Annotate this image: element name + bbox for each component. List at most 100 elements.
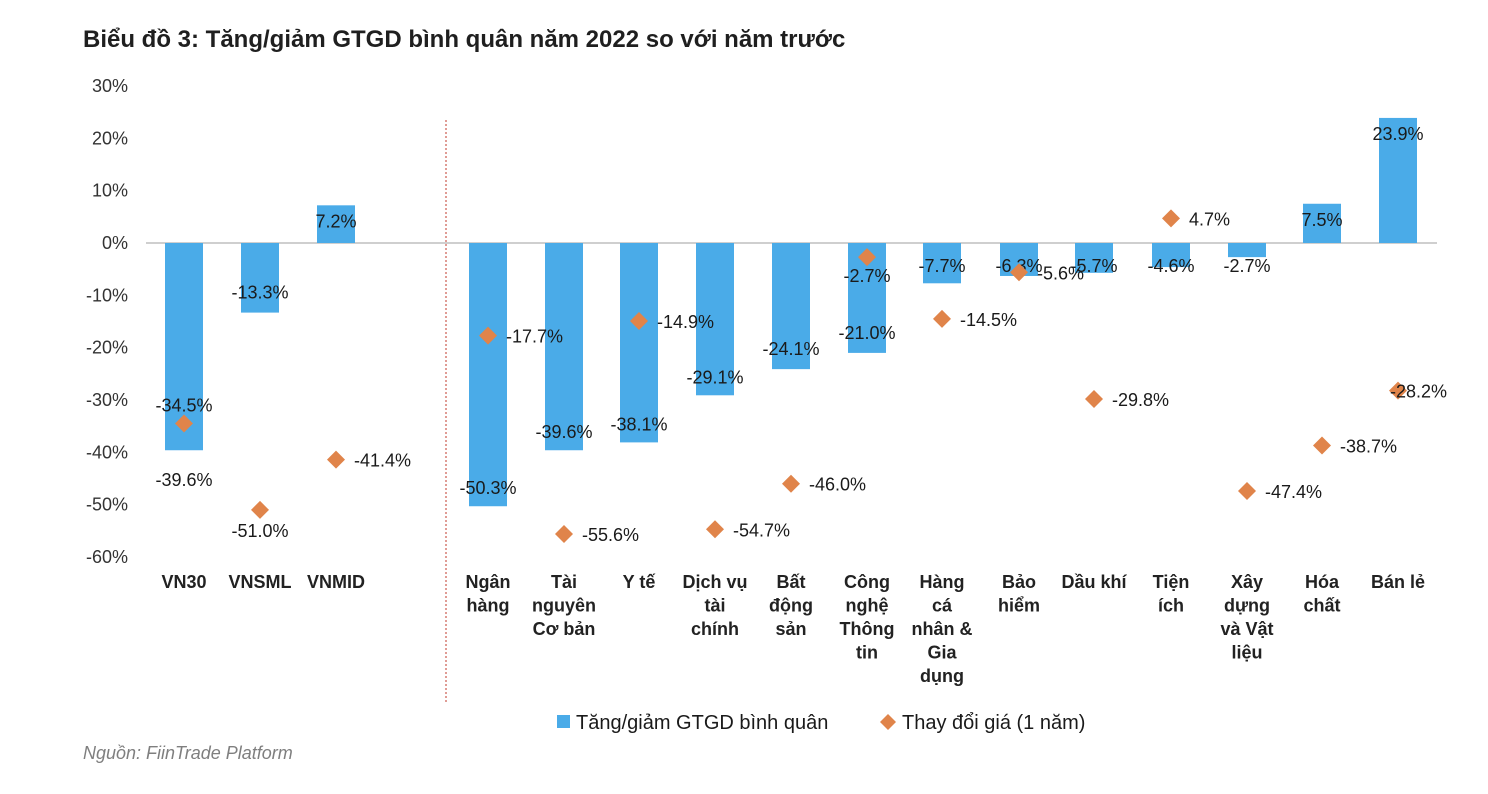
bar-data-label: -21.0%	[838, 323, 895, 343]
price-change-data-label: 4.7%	[1189, 209, 1230, 229]
bar-data-label: -4.6%	[1147, 256, 1194, 276]
price-change-data-label: -47.4%	[1265, 482, 1322, 502]
price-change-marker	[1085, 389, 1103, 408]
category-label: Tài nguyên Cơ bản	[532, 572, 596, 639]
price-change-marker	[555, 524, 573, 543]
bar	[469, 243, 507, 507]
price-change-marker	[630, 311, 648, 330]
price-change-data-label: -2.7%	[843, 266, 890, 286]
y-tick-label: 20%	[92, 128, 128, 148]
bar	[1303, 203, 1341, 243]
bar-data-labels: -39.6% -13.3% 7.2% -50.3% -39.6% -38.1% -29.1%…	[155, 124, 1423, 498]
price-change-marker	[858, 248, 876, 267]
legend-bar-swatch	[557, 715, 570, 728]
bar	[241, 243, 279, 313]
legend-marker-swatch	[880, 714, 896, 730]
price-change-marker	[1162, 209, 1180, 228]
bar	[923, 243, 961, 284]
price-change-marker	[782, 474, 800, 493]
price-change-data-label: -28.2%	[1390, 382, 1447, 402]
price-change-marker	[327, 450, 345, 469]
legend-marker-label: Thay đổi giá (1 năm)	[902, 712, 1085, 734]
bar-series	[165, 117, 1417, 507]
y-tick-label: 10%	[92, 181, 128, 201]
category-label: Tiện ích	[1153, 572, 1190, 616]
price-change-data-label: -51.0%	[231, 521, 288, 541]
legend: Tăng/giảm GTGD bình quân Thay đổi giá (1…	[557, 712, 1085, 734]
bar-data-label: 7.5%	[1301, 210, 1342, 230]
y-tick-label: -50%	[86, 495, 128, 515]
price-change-data-label: -55.6%	[582, 525, 639, 545]
category-label: Dịch vụ tài chính	[682, 572, 747, 639]
bar-data-label: -5.7%	[1070, 256, 1117, 276]
y-tick-label: 30%	[92, 76, 128, 96]
price-change-marker	[706, 520, 724, 539]
category-label: Hóa chất	[1303, 572, 1340, 616]
y-tick-label: -20%	[86, 338, 128, 358]
bar	[696, 243, 734, 396]
legend-bar-label: Tăng/giảm GTGD bình quân	[576, 712, 828, 734]
category-label: Y tế	[623, 572, 657, 592]
bar	[1228, 243, 1266, 258]
y-tick-label: -60%	[86, 547, 128, 567]
category-label: Công nghệ Thông tin	[840, 572, 895, 663]
bar-data-label: -39.6%	[155, 470, 212, 490]
price-change-data-label: -17.7%	[506, 327, 563, 347]
bar-data-label: -13.3%	[231, 283, 288, 303]
y-tick-label: -30%	[86, 390, 128, 410]
bar-data-label: -50.3%	[459, 478, 516, 498]
x-axis-categories: VN30 VNSML VNMID Ngân hàng Tài nguyên Cơ bản Y t…	[161, 572, 1425, 686]
category-label: VNMID	[307, 572, 365, 592]
bar-data-label: -29.1%	[686, 367, 743, 387]
bar	[317, 205, 355, 243]
price-change-marker	[251, 500, 269, 519]
price-change-series	[175, 209, 1407, 543]
category-label: Xây dựng và Vật liệu	[1220, 572, 1273, 663]
y-axis: 30% 20% 10% 0% -10% -20% -30% -40% -50% -60%	[86, 76, 128, 567]
price-change-data-label: -34.5%	[155, 396, 212, 416]
price-change-data-labels: -34.5% -51.0% -41.4% -17.7% -55.6% -14.9% -54.…	[155, 209, 1447, 545]
bar	[620, 243, 658, 443]
price-change-data-label: -5.6%	[1037, 263, 1084, 283]
price-change-marker	[1238, 482, 1256, 501]
category-label: Bất động sản	[769, 572, 813, 639]
price-change-data-label: -41.4%	[354, 451, 411, 471]
category-label: Bảo hiểm	[998, 572, 1040, 616]
bar	[545, 243, 583, 451]
bar	[1379, 117, 1417, 243]
bar-data-label: -7.7%	[918, 256, 965, 276]
price-change-marker	[933, 309, 951, 328]
y-tick-label: -40%	[86, 442, 128, 462]
category-label: VNSML	[229, 572, 292, 592]
category-label: Hàng cá nhân & Gia dụng	[912, 572, 973, 686]
price-change-data-label: -54.7%	[733, 520, 790, 540]
bar-data-label: -38.1%	[610, 414, 667, 434]
bar-data-label: -24.1%	[762, 339, 819, 359]
price-change-data-label: -38.7%	[1340, 437, 1397, 457]
y-tick-label: 0%	[102, 233, 128, 253]
category-label: VN30	[161, 572, 206, 592]
bar-data-label: -39.6%	[535, 422, 592, 442]
y-tick-label: -10%	[86, 285, 128, 305]
bar-data-label: 23.9%	[1372, 124, 1423, 144]
price-change-data-label: -29.8%	[1112, 390, 1169, 410]
category-label: Dầu khí	[1061, 572, 1127, 592]
price-change-marker	[1010, 263, 1028, 282]
category-label: Bán lẻ	[1371, 572, 1425, 592]
bar	[1152, 243, 1190, 268]
price-change-data-label: -14.5%	[960, 310, 1017, 330]
price-change-data-label: -46.0%	[809, 475, 866, 495]
price-change-marker	[1389, 381, 1407, 400]
source-note: Nguồn: FiinTrade Platform	[83, 743, 293, 763]
bar-data-label: -2.7%	[1223, 256, 1270, 276]
price-change-marker	[479, 326, 497, 345]
chart-title: Biểu đồ 3: Tăng/giảm GTGD bình quân năm …	[83, 26, 846, 53]
bar	[772, 243, 810, 370]
price-change-marker	[175, 414, 193, 433]
price-change-data-label: -14.9%	[657, 312, 714, 332]
category-label: Ngân hàng	[466, 572, 511, 616]
price-change-marker	[1313, 436, 1331, 455]
bar-data-label: 7.2%	[315, 211, 356, 231]
bar	[1075, 243, 1113, 273]
